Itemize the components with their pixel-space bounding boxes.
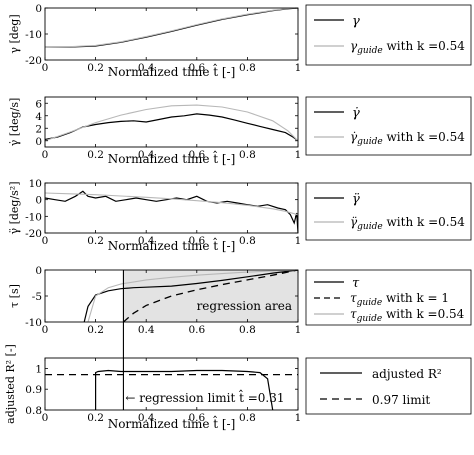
legend-4-entry-b: τguide with k = 1 (350, 291, 449, 308)
panel-1-xtick-label: 0.4 (138, 62, 155, 74)
panel-5-xtick-label: 0.8 (239, 412, 256, 424)
regression-area-shade (123, 270, 299, 322)
legend-4: τ τguide with k = 1 τguide with k =0.54 (305, 269, 472, 326)
panel-1-xtick-label: 0.2 (87, 62, 104, 74)
legend-3-entry-a: γ̈ (352, 192, 360, 207)
panel-1-series-1-line (45, 8, 298, 48)
panel-3-xtick-label: 0.6 (188, 235, 205, 247)
panel-2-series-2-line (45, 104, 298, 142)
panel-5-xtick-label: 0.2 (87, 412, 104, 424)
panel-3-xlabel: Normalized time t̂ [-] (108, 236, 236, 253)
panel-4-xtick-label: 0.8 (239, 324, 256, 336)
panel-1-frame (44, 7, 299, 61)
panel-3-xtick-label: 0.2 (87, 235, 104, 247)
legend-1-entry-b: γguide with k =0.54 (350, 39, 465, 56)
panel-1: 0 0.2 0.4 0.6 0.8 1 0 -10 -20 Normalized time t̂ … (8, 3, 301, 79)
panel-1-xlabel: Normalized time t̂ [-] (108, 62, 236, 79)
panel-4-xtick-label: 0.2 (87, 324, 104, 336)
panel-3-series-2-line (45, 192, 298, 216)
panel-1-ytick-label: 0 (35, 3, 42, 15)
panel-1-xtick-label: 0.8 (239, 62, 256, 74)
legend-2-entry-b: γ̇guide with k =0.54 (350, 130, 465, 147)
panel-3-frame (44, 182, 299, 234)
panel-2-xtick-label: 0.4 (138, 149, 155, 161)
panel-3-xtick-label: 0.8 (239, 235, 256, 247)
regression-area-label: regression area (197, 299, 292, 313)
panel-4-series-3-line (87, 270, 298, 322)
legend-4-entry-c: τguide with k =0.54 (350, 307, 465, 324)
panel-2-xtick-label: 0.8 (239, 149, 256, 161)
panel-3-xtick-label: 1 (295, 235, 302, 247)
panel-2-xtick-label: 1 (295, 149, 302, 161)
panel-4-series-2-line (122, 270, 298, 322)
legend-1: γ γguide with k =0.54 (305, 4, 472, 66)
legend-1-entry-a: γ (352, 14, 360, 29)
panel-2-ytick-label: 0 (35, 136, 42, 148)
panel-2-series-1-line (45, 113, 298, 142)
panel-2-xtick-label: 0 (42, 149, 49, 161)
panel-4-xtick-label: 0 (42, 324, 49, 336)
panel-5-ytick-label: 0.8 (25, 405, 42, 417)
panel-5-xlabel: Normalized time t̂ [-] (108, 414, 236, 431)
panel-1-xtick-label: 0 (42, 62, 49, 74)
panel-2-ylabel: γ̇ [deg/s] (8, 98, 21, 147)
panel-4-ylabel: τ [s] (8, 284, 21, 308)
panel-4-xtick-label: 1 (295, 324, 302, 336)
panel-1-series-2-line (45, 8, 298, 48)
panel-2-ytick-label: 2 (35, 123, 42, 135)
panel-4-ytick-label: 0 (35, 265, 42, 277)
panel-3-xtick-label: 0.4 (138, 235, 155, 247)
legend-5-entry-b: 0.97 limit (372, 393, 430, 407)
panel-2-xtick-label: 0.6 (188, 149, 205, 161)
panel-3-xtick-label: 0 (42, 235, 49, 247)
panel-2-xtick-label: 0.2 (87, 149, 104, 161)
panel-5-xtick-label: 0.6 (188, 412, 205, 424)
legend-3: γ̈ γ̈guide with k =0.54 (305, 182, 472, 241)
panel-1-xtick-label: 1 (295, 62, 302, 74)
panel-5-ylabel: adjusted R² [-] (4, 344, 17, 424)
panel-3-ytick-label: -10 (25, 211, 42, 223)
panel-5-ytick-label: 1 (35, 363, 42, 375)
panel-3-ylabel: γ̈ [deg/s²] (8, 181, 21, 234)
panel-1-xtick-label: 0.6 (188, 62, 205, 74)
panel-5-series-1-line (94, 369, 274, 410)
panel-5-xtick-label: 0.4 (138, 412, 155, 424)
panel-2-xlabel: Normalized time t̂ [-] (108, 149, 236, 166)
regression-limit-label: ← regression limit t̂ =0.31 (125, 388, 284, 405)
panel-4-ytick-label: -5 (32, 291, 42, 303)
legend-3-entry-b: γ̈guide with k =0.54 (350, 215, 465, 232)
panel-3-ytick-label: 10 (29, 178, 42, 190)
legend-4-entry-a: τ (352, 276, 360, 291)
panel-5-ytick-label: 0.9 (25, 384, 42, 396)
panel-1-ytick-label: -20 (25, 55, 42, 67)
panel-3-ytick-label: 0 (35, 195, 42, 207)
panel-4: 0 0.2 0.4 0.6 0.8 1 0 -5 -10 τ [s] regression area (8, 265, 301, 336)
legend-2: γ̇ γ̇guide with k =0.54 (305, 96, 472, 156)
legend-2-entry-a: γ̇ (352, 106, 360, 121)
panel-1-ytick-label: -10 (25, 29, 42, 41)
panel-5-xtick-label: 1 (295, 412, 302, 424)
panel-2-ytick-label: 6 (35, 98, 42, 110)
panel-4-ytick-label: -10 (25, 317, 42, 329)
panel-1-ylabel: γ [deg] (8, 14, 21, 53)
panel-3-ytick-label: -20 (25, 228, 42, 240)
legend-5-entry-a: adjusted R² (372, 367, 442, 381)
legend-5: adjusted R² 0.97 limit (305, 357, 472, 415)
panel-3-series-1-line (45, 190, 298, 233)
panel-4-series-1-line (83, 270, 298, 322)
panel-2-frame (44, 96, 299, 148)
panel-5-xtick-label: 0 (42, 412, 49, 424)
panel-4-xtick-label: 0.4 (138, 324, 155, 336)
panel-5-frame (44, 357, 299, 411)
panel-4-xtick-label: 0.6 (188, 324, 205, 336)
panel-2-ytick-label: 4 (35, 111, 42, 123)
